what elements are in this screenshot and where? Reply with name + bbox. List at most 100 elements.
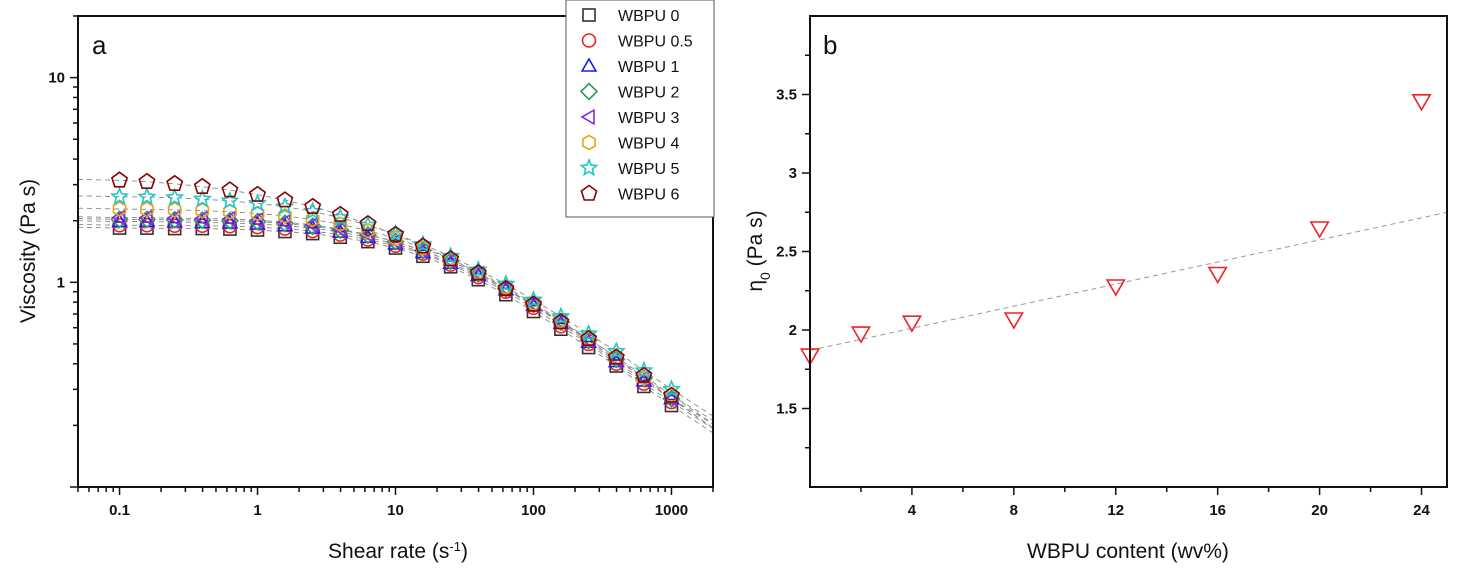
data-point (137, 186, 157, 206)
data-point (1411, 94, 1432, 112)
data-point (414, 237, 432, 254)
legend-label: WBPU 1 (618, 59, 679, 76)
legend-item: WBPU 2 (579, 82, 679, 102)
legend-item: WBPU 3 (580, 108, 679, 127)
data-point (278, 207, 292, 224)
fit-line-2 (77, 220, 714, 425)
data-point (195, 202, 210, 219)
data-point (166, 209, 181, 227)
legend-marker-triangle-up-icon (580, 57, 598, 72)
data-point (166, 174, 184, 191)
data-point (580, 333, 597, 349)
panel-a-ticks: 0.1 1 10 100 1000 1 10 (48, 15, 714, 519)
data-point (248, 185, 267, 202)
data-point (138, 209, 153, 226)
data-point (901, 315, 922, 333)
linear-fit-line (809, 211, 1448, 351)
y-tick-label: 1.5 (776, 401, 797, 418)
legend-item: WBPU 0 (582, 8, 679, 25)
data-point (167, 201, 182, 218)
data-point (663, 390, 680, 405)
panel-a-viscosity-chart: 0.1 1 10 100 1000 1 10 a Shear rate (s-1) Visc… (17, 0, 715, 563)
data-point (221, 210, 236, 228)
legend-item: WBPU 6 (580, 184, 679, 204)
x-tick-label: 10 (387, 502, 404, 519)
fit-line-6 (77, 195, 714, 417)
x-tick-label: 20 (1311, 502, 1328, 519)
x-tick-label: 24 (1413, 502, 1430, 519)
data-point (193, 210, 209, 227)
data-point (496, 273, 516, 293)
legend-item: WBPU 5 (579, 157, 679, 178)
data-point (1309, 221, 1330, 239)
x-tick-label: 16 (1209, 502, 1226, 519)
data-point (662, 386, 681, 403)
fit-line-5 (77, 207, 714, 421)
data-point (388, 238, 403, 253)
panel-b-ticks: 4 8 12 16 20 24 1.5 2 2.5 3 3.5 (776, 54, 1431, 519)
panel-a-y-axis-title: Viscosity (Pa s) (17, 179, 40, 323)
series-wbpu-0-5 (112, 217, 679, 410)
data-point (331, 205, 349, 222)
panel-b-y-axis-title: η0 (Pa s) (744, 210, 773, 291)
data-point (305, 211, 320, 228)
data-point (248, 211, 264, 229)
data-point (636, 370, 651, 387)
data-point (442, 250, 460, 267)
data-point (580, 329, 598, 347)
x-tick-label: 1000 (655, 502, 688, 519)
series-wbpu-6 (110, 171, 681, 403)
data-point (358, 215, 378, 234)
data-point (304, 216, 319, 234)
data-point (468, 259, 488, 279)
data-point (552, 313, 570, 330)
panel-b-x-axis-title: WBPU content (wv%) (1027, 540, 1229, 563)
legend-label: WBPU 2 (618, 85, 679, 102)
legend-label: WBPU 6 (618, 187, 679, 204)
data-point (386, 225, 405, 242)
legend-box (565, 0, 715, 218)
data-point (1105, 279, 1126, 297)
data-point (579, 323, 599, 342)
y-tick-label: 3 (789, 165, 797, 182)
fit-line-0 (77, 226, 714, 434)
x-tick-label: 12 (1107, 502, 1124, 519)
x-tick-label: 0.1 (109, 502, 130, 519)
panel-b-data-points (799, 94, 1432, 366)
data-point (304, 197, 322, 214)
legend-marker-hexagon-icon (582, 134, 596, 151)
x-tick-label: 100 (521, 502, 546, 519)
data-point (524, 295, 543, 312)
data-point (608, 356, 624, 372)
series-wbpu-1 (111, 213, 680, 405)
legend-marker-circle-icon (581, 33, 597, 48)
data-point (110, 171, 129, 188)
panel-b-zero-shear-viscosity-chart: 4 8 12 16 20 24 1.5 2 2.5 3 3.5 b WBPU content (wv… (744, 15, 1448, 563)
legend-marker-pentagon-icon (580, 184, 598, 201)
data-point (332, 227, 348, 242)
data-point (1207, 266, 1228, 285)
data-point (112, 201, 127, 217)
y-tick-label: 2.5 (776, 244, 797, 261)
data-point (140, 201, 154, 218)
data-point (276, 213, 291, 231)
data-point (276, 191, 294, 208)
panel-b-label: b (823, 30, 837, 60)
legend-label: WBPU 3 (618, 110, 679, 127)
data-point (359, 214, 377, 232)
data-point (333, 216, 348, 233)
data-point (223, 203, 237, 220)
fit-line-1 (77, 223, 714, 429)
legend-label: WBPU 5 (618, 161, 679, 178)
data-point (469, 265, 485, 283)
data-point (635, 366, 653, 383)
legend-marker-square-icon (582, 8, 596, 22)
panel-b-fit-line (809, 211, 1448, 351)
legend-item: WBPU 4 (582, 134, 679, 153)
data-point (221, 181, 239, 198)
data-point (606, 341, 626, 360)
data-point (634, 360, 654, 379)
data-point (360, 232, 376, 247)
data-point (469, 264, 487, 281)
